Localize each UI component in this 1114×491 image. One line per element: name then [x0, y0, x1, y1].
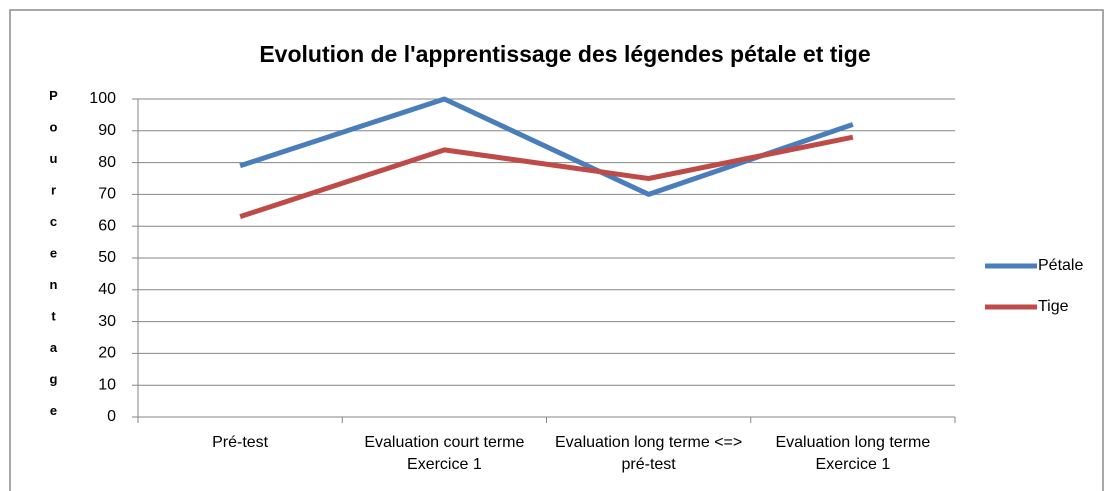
series-line: [239, 134, 854, 220]
y-tick-label: 80: [98, 154, 116, 171]
y-tick-label: 0: [107, 408, 116, 425]
x-tick-label: Evaluation long terme Exercice 1: [775, 434, 931, 473]
chart-border: [9, 9, 1104, 491]
y-tick-label: 60: [98, 217, 116, 234]
x-tick-label: Evaluation long terme <=> pré-test: [555, 434, 743, 473]
y-tick-label: 30: [98, 313, 116, 330]
x-tick-label: Evaluation court terme Exercice 1: [364, 434, 525, 473]
y-tick-label: 70: [98, 186, 116, 203]
legend-label: Tige: [1038, 298, 1069, 315]
chart-title: Evolution de l'apprentissage des légende…: [259, 41, 870, 67]
y-tick-label: 50: [98, 249, 116, 266]
y-tick-label: 10: [98, 376, 116, 393]
y-tick-label: 20: [98, 345, 116, 362]
y-tick-label: 100: [89, 90, 116, 107]
x-tick-label: Pré-test: [212, 434, 269, 451]
y-axis-label: Pourcentage: [46, 88, 61, 435]
y-tick-label: 90: [98, 122, 116, 139]
y-tick-label: 40: [98, 281, 116, 298]
legend-label: Pétale: [1038, 257, 1083, 274]
